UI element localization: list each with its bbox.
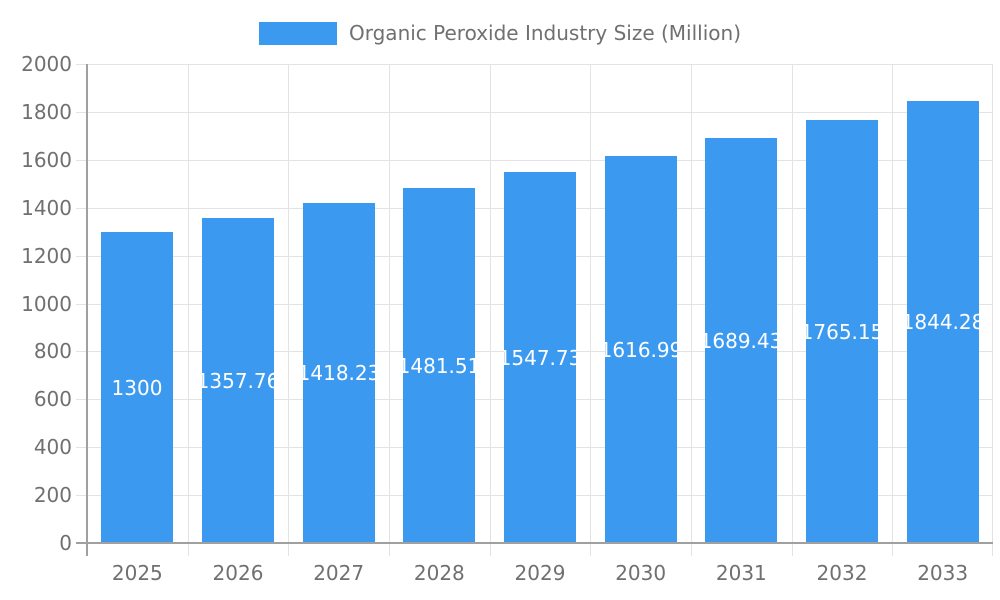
bar[interactable]: 1844.28 (907, 101, 979, 543)
x-axis-label: 2028 (413, 561, 465, 585)
grid-line-vertical (892, 64, 893, 543)
y-axis-tick (76, 112, 86, 113)
grid-line-vertical (992, 64, 993, 543)
grid-line-vertical (490, 64, 491, 543)
y-axis-label: 1800 (21, 100, 72, 124)
bar[interactable]: 1765.15 (806, 120, 878, 543)
y-axis-label: 400 (33, 435, 72, 459)
x-axis-label: 2033 (917, 561, 969, 585)
x-axis-label: 2031 (715, 561, 767, 585)
x-axis-label: 2032 (816, 561, 868, 585)
y-axis-tick (76, 304, 86, 305)
bar-value-label: 1844.28 (907, 310, 979, 334)
x-axis-tick (992, 544, 993, 556)
x-axis-line (76, 542, 993, 544)
bar[interactable]: 1357.76 (202, 218, 274, 543)
y-axis-label: 600 (33, 387, 72, 411)
x-axis-label: 2029 (514, 561, 566, 585)
bar[interactable]: 1300 (101, 232, 173, 543)
x-axis-tick (691, 544, 692, 556)
bar[interactable]: 1616.99 (605, 156, 677, 543)
bar[interactable]: 1481.51 (403, 188, 475, 543)
y-axis-tick (76, 64, 86, 65)
grid-line-horizontal (87, 64, 993, 65)
x-axis-label: 2026 (212, 561, 264, 585)
legend-label: Organic Peroxide Industry Size (Million) (349, 21, 741, 45)
y-axis-label: 2000 (21, 52, 72, 76)
x-axis-tick (892, 544, 893, 556)
bar-value-label: 1357.76 (202, 368, 274, 393)
grid-line-vertical (792, 64, 793, 543)
y-axis-tick (76, 208, 86, 209)
bar[interactable]: 1418.23 (303, 203, 375, 543)
bar[interactable]: 1547.73 (504, 172, 576, 543)
x-axis-label: 2025 (111, 561, 163, 585)
grid-line-vertical (288, 64, 289, 543)
y-axis-tick (76, 160, 86, 161)
y-axis-label: 800 (33, 339, 72, 363)
grid-line-vertical (389, 64, 390, 543)
grid-line-horizontal (87, 160, 993, 161)
y-axis-label: 1200 (21, 244, 72, 268)
x-axis-tick (288, 544, 289, 556)
bar-value-label: 1765.15 (806, 319, 878, 344)
grid-line-vertical (691, 64, 692, 543)
y-axis-label: 1400 (21, 196, 72, 220)
y-axis-tick (76, 351, 86, 352)
x-axis-label: 2030 (615, 561, 667, 585)
y-axis-line (86, 64, 88, 556)
y-axis-tick (76, 495, 86, 496)
x-axis-label: 2027 (313, 561, 365, 585)
y-axis-label: 200 (33, 483, 72, 507)
bar-value-label: 1616.99 (605, 337, 677, 362)
bar[interactable]: 1689.43 (705, 138, 777, 543)
x-axis-tick (590, 544, 591, 556)
y-axis-tick (76, 256, 86, 257)
y-axis-label: 0 (59, 531, 72, 555)
x-axis-tick (188, 544, 189, 556)
x-axis-tick (389, 544, 390, 556)
y-axis-tick (76, 447, 86, 448)
bar-value-label: 1418.23 (303, 361, 375, 385)
bar-value-label: 1300 (111, 375, 163, 400)
bar-value-label: 1481.51 (403, 353, 475, 378)
x-axis-tick (792, 544, 793, 556)
grid-line-vertical (188, 64, 189, 543)
bar-value-label: 1547.73 (504, 345, 576, 370)
legend-color-swatch (259, 21, 337, 45)
bar-value-label: 1689.43 (705, 328, 777, 353)
grid-line-horizontal (87, 112, 993, 113)
y-axis-label: 1600 (21, 148, 72, 172)
y-axis-tick (76, 399, 86, 400)
y-axis-label: 1000 (21, 292, 72, 316)
legend-item[interactable]: Organic Peroxide Industry Size (Million) (0, 21, 1000, 45)
plot-area: 1300 1357.76 1418.23 1481.51 1547.73 1616.99 1… (87, 64, 993, 543)
x-axis-tick (490, 544, 491, 556)
grid-line-vertical (590, 64, 591, 543)
